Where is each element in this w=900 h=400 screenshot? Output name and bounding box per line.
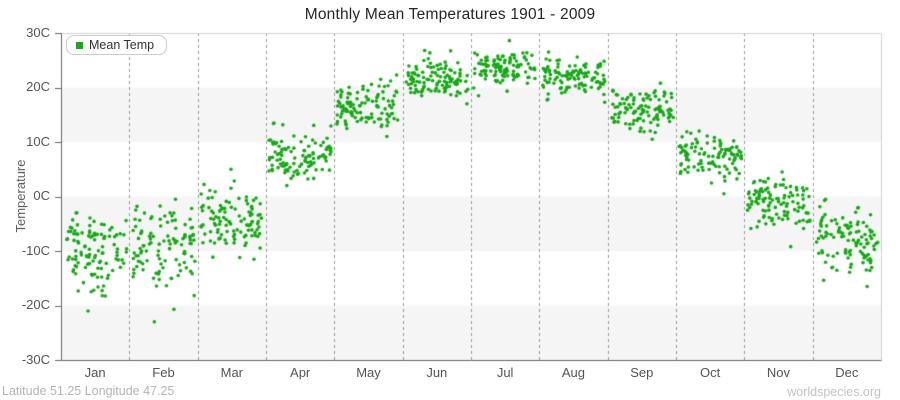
legend-marker-icon [76,41,83,49]
ytick-m20: -20C [21,297,50,312]
month-label-may: May [356,365,381,380]
month-label-feb: Feb [152,365,175,380]
month-label-jul: Jul [496,365,514,380]
ytick-m30: -30C [21,352,50,367]
month-label-jan: Jan [84,365,106,380]
chart-title: Monthly Mean Temperatures 1901 - 2009 [304,6,596,23]
ytick-0: 0C [33,188,50,203]
month-label-mar: Mar [220,365,244,380]
x-axis-month-labels: Jan Feb Mar Apr May Jun Jul Aug Sep Oct … [61,365,881,381]
legend-label: Mean Temp [89,38,155,52]
month-label-jun: Jun [426,365,448,380]
ytick-10: 10C [26,134,50,149]
legend: Mean Temp [66,35,168,55]
ytick-20: 20C [26,79,50,94]
ytick-30: 30C [26,25,50,40]
month-label-apr: Apr [290,365,311,380]
month-label-oct: Oct [700,365,721,380]
coordinates-caption: Latitude 51.25 Longitude 47.25 [2,384,175,398]
month-label-nov: Nov [766,365,790,380]
source-watermark: worldspecies.org [787,385,881,399]
month-label-aug: Aug [561,365,586,380]
month-label-sep: Sep [630,365,654,380]
month-label-dec: Dec [835,365,859,380]
ytick-m10: -10C [21,243,50,258]
